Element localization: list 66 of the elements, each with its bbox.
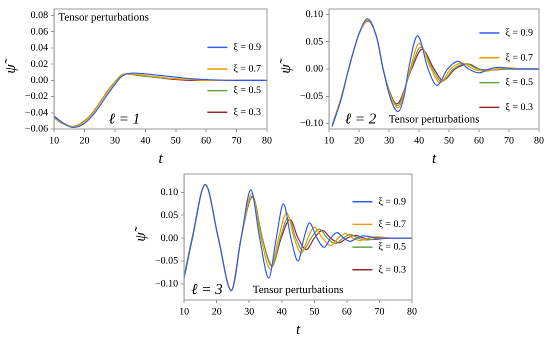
x-tick-label: 50 — [444, 136, 454, 147]
y-tick-label: 0.04 — [30, 42, 48, 54]
x-tick-label: 80 — [407, 306, 417, 318]
legend-label: ξ = 0.3 — [378, 264, 406, 276]
y-tick-label: −0.10 — [155, 278, 178, 290]
x-tick-label: 40 — [414, 136, 424, 147]
legend-label: ξ = 0.5 — [233, 85, 262, 96]
x-tick-label: 30 — [244, 306, 254, 318]
x-tick-label: 70 — [374, 306, 384, 318]
y-tick-label: 0.00 — [160, 232, 178, 244]
annotation: Tensor perturbations — [252, 284, 344, 296]
annotation: ℓ = 3 — [191, 282, 223, 298]
x-tick-label: 40 — [140, 136, 150, 147]
legend-label: ξ = 0.9 — [505, 28, 534, 39]
legend-label: ξ = 0.5 — [378, 242, 406, 253]
y-tick-label: 0.08 — [30, 10, 48, 22]
y-axis-title: ψ̃ — [132, 226, 149, 242]
x-tick-label: 40 — [276, 306, 287, 318]
x-tick-label: 50 — [170, 136, 181, 147]
legend-label: ξ = 0.9 — [233, 42, 262, 54]
x-tick-label: 50 — [309, 306, 320, 318]
y-axis-title: ψ̃ — [278, 58, 294, 74]
y-axis-title: ψ̃ — [2, 58, 19, 74]
legend-label: ξ = 0.9 — [378, 196, 406, 208]
y-tick-label: −0.04 — [25, 107, 48, 118]
x-tick-label: 10 — [324, 136, 334, 147]
x-tick-label: 20 — [354, 136, 364, 147]
x-tick-label: 70 — [232, 136, 242, 147]
y-tick-label: 0.02 — [30, 58, 48, 70]
y-tick-label: −0.02 — [25, 91, 48, 102]
annotation: Tensor perturbations — [388, 113, 480, 126]
legend-label: ξ = 0.7 — [233, 64, 262, 75]
y-tick-label: 0.10 — [160, 186, 178, 198]
y-tick-label: 0.05 — [306, 36, 324, 48]
y-tick-label: −0.05 — [155, 256, 178, 267]
x-tick-label: 20 — [212, 306, 222, 318]
x-tick-label: 10 — [49, 136, 60, 147]
x-tick-label: 80 — [534, 136, 544, 147]
legend-label: ξ = 0.5 — [505, 77, 534, 88]
x-axis-title: t — [432, 150, 437, 167]
annotation: ℓ = 1 — [108, 111, 140, 128]
x-tick-label: 60 — [201, 136, 212, 147]
x-tick-label: 60 — [474, 136, 484, 147]
x-tick-label: 20 — [80, 136, 90, 147]
x-tick-label: 30 — [384, 136, 394, 147]
legend-label: ξ = 0.7 — [378, 219, 406, 230]
x-tick-label: 70 — [504, 136, 514, 147]
y-tick-label: 0.06 — [30, 26, 48, 38]
y-tick-label: −0.10 — [300, 118, 324, 130]
annotation: Tensor perturbations — [58, 11, 149, 24]
annotation: ℓ = 2 — [344, 111, 377, 128]
legend-label: ξ = 0.7 — [505, 52, 534, 64]
y-tick-label: 0.10 — [306, 9, 324, 20]
legend-label: ξ = 0.3 — [233, 106, 262, 118]
y-tick-label: 0.00 — [30, 74, 48, 86]
y-tick-label: −0.06 — [25, 124, 48, 135]
x-axis-title: t — [158, 150, 164, 167]
legend-label: ξ = 0.3 — [505, 102, 534, 114]
y-tick-label: 0.05 — [160, 210, 178, 221]
x-tick-label: 80 — [262, 136, 272, 147]
y-tick-label: 0.00 — [306, 64, 324, 75]
x-tick-label: 60 — [342, 306, 352, 318]
x-tick-label: 10 — [179, 306, 190, 318]
x-axis-title: t — [296, 322, 301, 338]
y-tick-label: −0.05 — [300, 90, 324, 102]
x-tick-label: 30 — [110, 136, 120, 147]
